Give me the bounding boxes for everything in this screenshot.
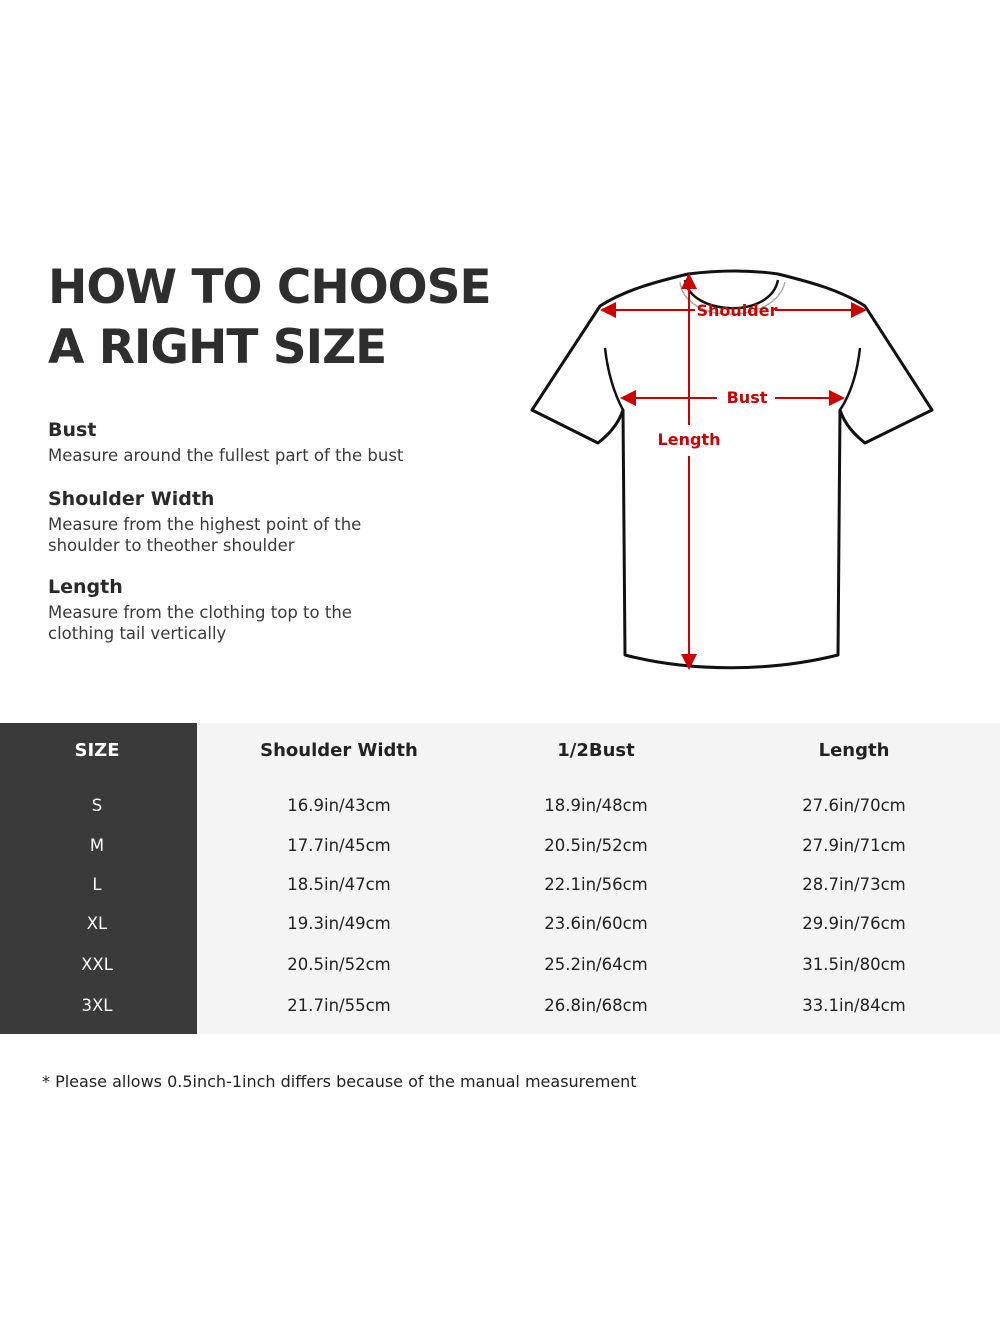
table-cell: 16.9in/43cm xyxy=(287,796,391,815)
bust-label: Bust xyxy=(727,388,768,407)
table-cell: 18.9in/48cm xyxy=(544,796,648,815)
column-header: SIZE xyxy=(74,740,120,761)
size-column xyxy=(0,723,197,1034)
measurement-note: * Please allows 0.5inch-1inch differs be… xyxy=(42,1072,637,1091)
table-cell: 26.8in/68cm xyxy=(544,996,648,1015)
page-title: HOW TO CHOOSE A RIGHT SIZE xyxy=(48,260,492,375)
table-cell: 29.9in/76cm xyxy=(802,914,906,933)
guide-length: Length Measure from the clothing top to … xyxy=(48,576,352,643)
size-label: 3XL xyxy=(81,996,113,1015)
table-cell: 22.1in/56cm xyxy=(544,875,648,894)
guide-bust: Bust Measure around the fullest part of … xyxy=(48,419,404,465)
size-label: XXL xyxy=(81,955,113,974)
table-cell: 28.7in/73cm xyxy=(802,875,906,894)
column-header: Length xyxy=(818,740,890,761)
tshirt-outline xyxy=(530,269,934,670)
shoulder-label: Shoulder xyxy=(697,301,778,320)
table-cell: 19.3in/49cm xyxy=(287,914,391,933)
table-cell: 20.5in/52cm xyxy=(544,836,648,855)
table-cell: 17.7in/45cm xyxy=(287,836,391,855)
table-cell: 27.9in/71cm xyxy=(802,836,906,855)
table-cell: 23.6in/60cm xyxy=(544,914,648,933)
size-label: L xyxy=(92,875,102,894)
size-label: S xyxy=(91,796,103,815)
table-cell: 31.5in/80cm xyxy=(802,955,906,974)
size-label: M xyxy=(89,836,105,855)
tshirt-diagram: Shoulder Bust Length xyxy=(530,269,934,670)
length-label: Length xyxy=(658,430,721,449)
guide-shoulder-width: Shoulder Width Measure from the highest … xyxy=(48,488,362,555)
table-cell: 20.5in/52cm xyxy=(287,955,391,974)
table-cell: 33.1in/84cm xyxy=(802,996,906,1015)
table-cell: 21.7in/55cm xyxy=(287,996,391,1015)
size-label: XL xyxy=(86,914,108,933)
table-cell: 25.2in/64cm xyxy=(544,955,648,974)
column-header: 1/2Bust xyxy=(557,740,635,761)
column-header: Shoulder Width xyxy=(260,740,418,761)
table-cell: 27.6in/70cm xyxy=(802,796,906,815)
size-table: SIZE Shoulder Width 1/2Bust Length S 16.9in/4… xyxy=(0,723,1000,1034)
table-cell: 18.5in/47cm xyxy=(287,875,391,894)
